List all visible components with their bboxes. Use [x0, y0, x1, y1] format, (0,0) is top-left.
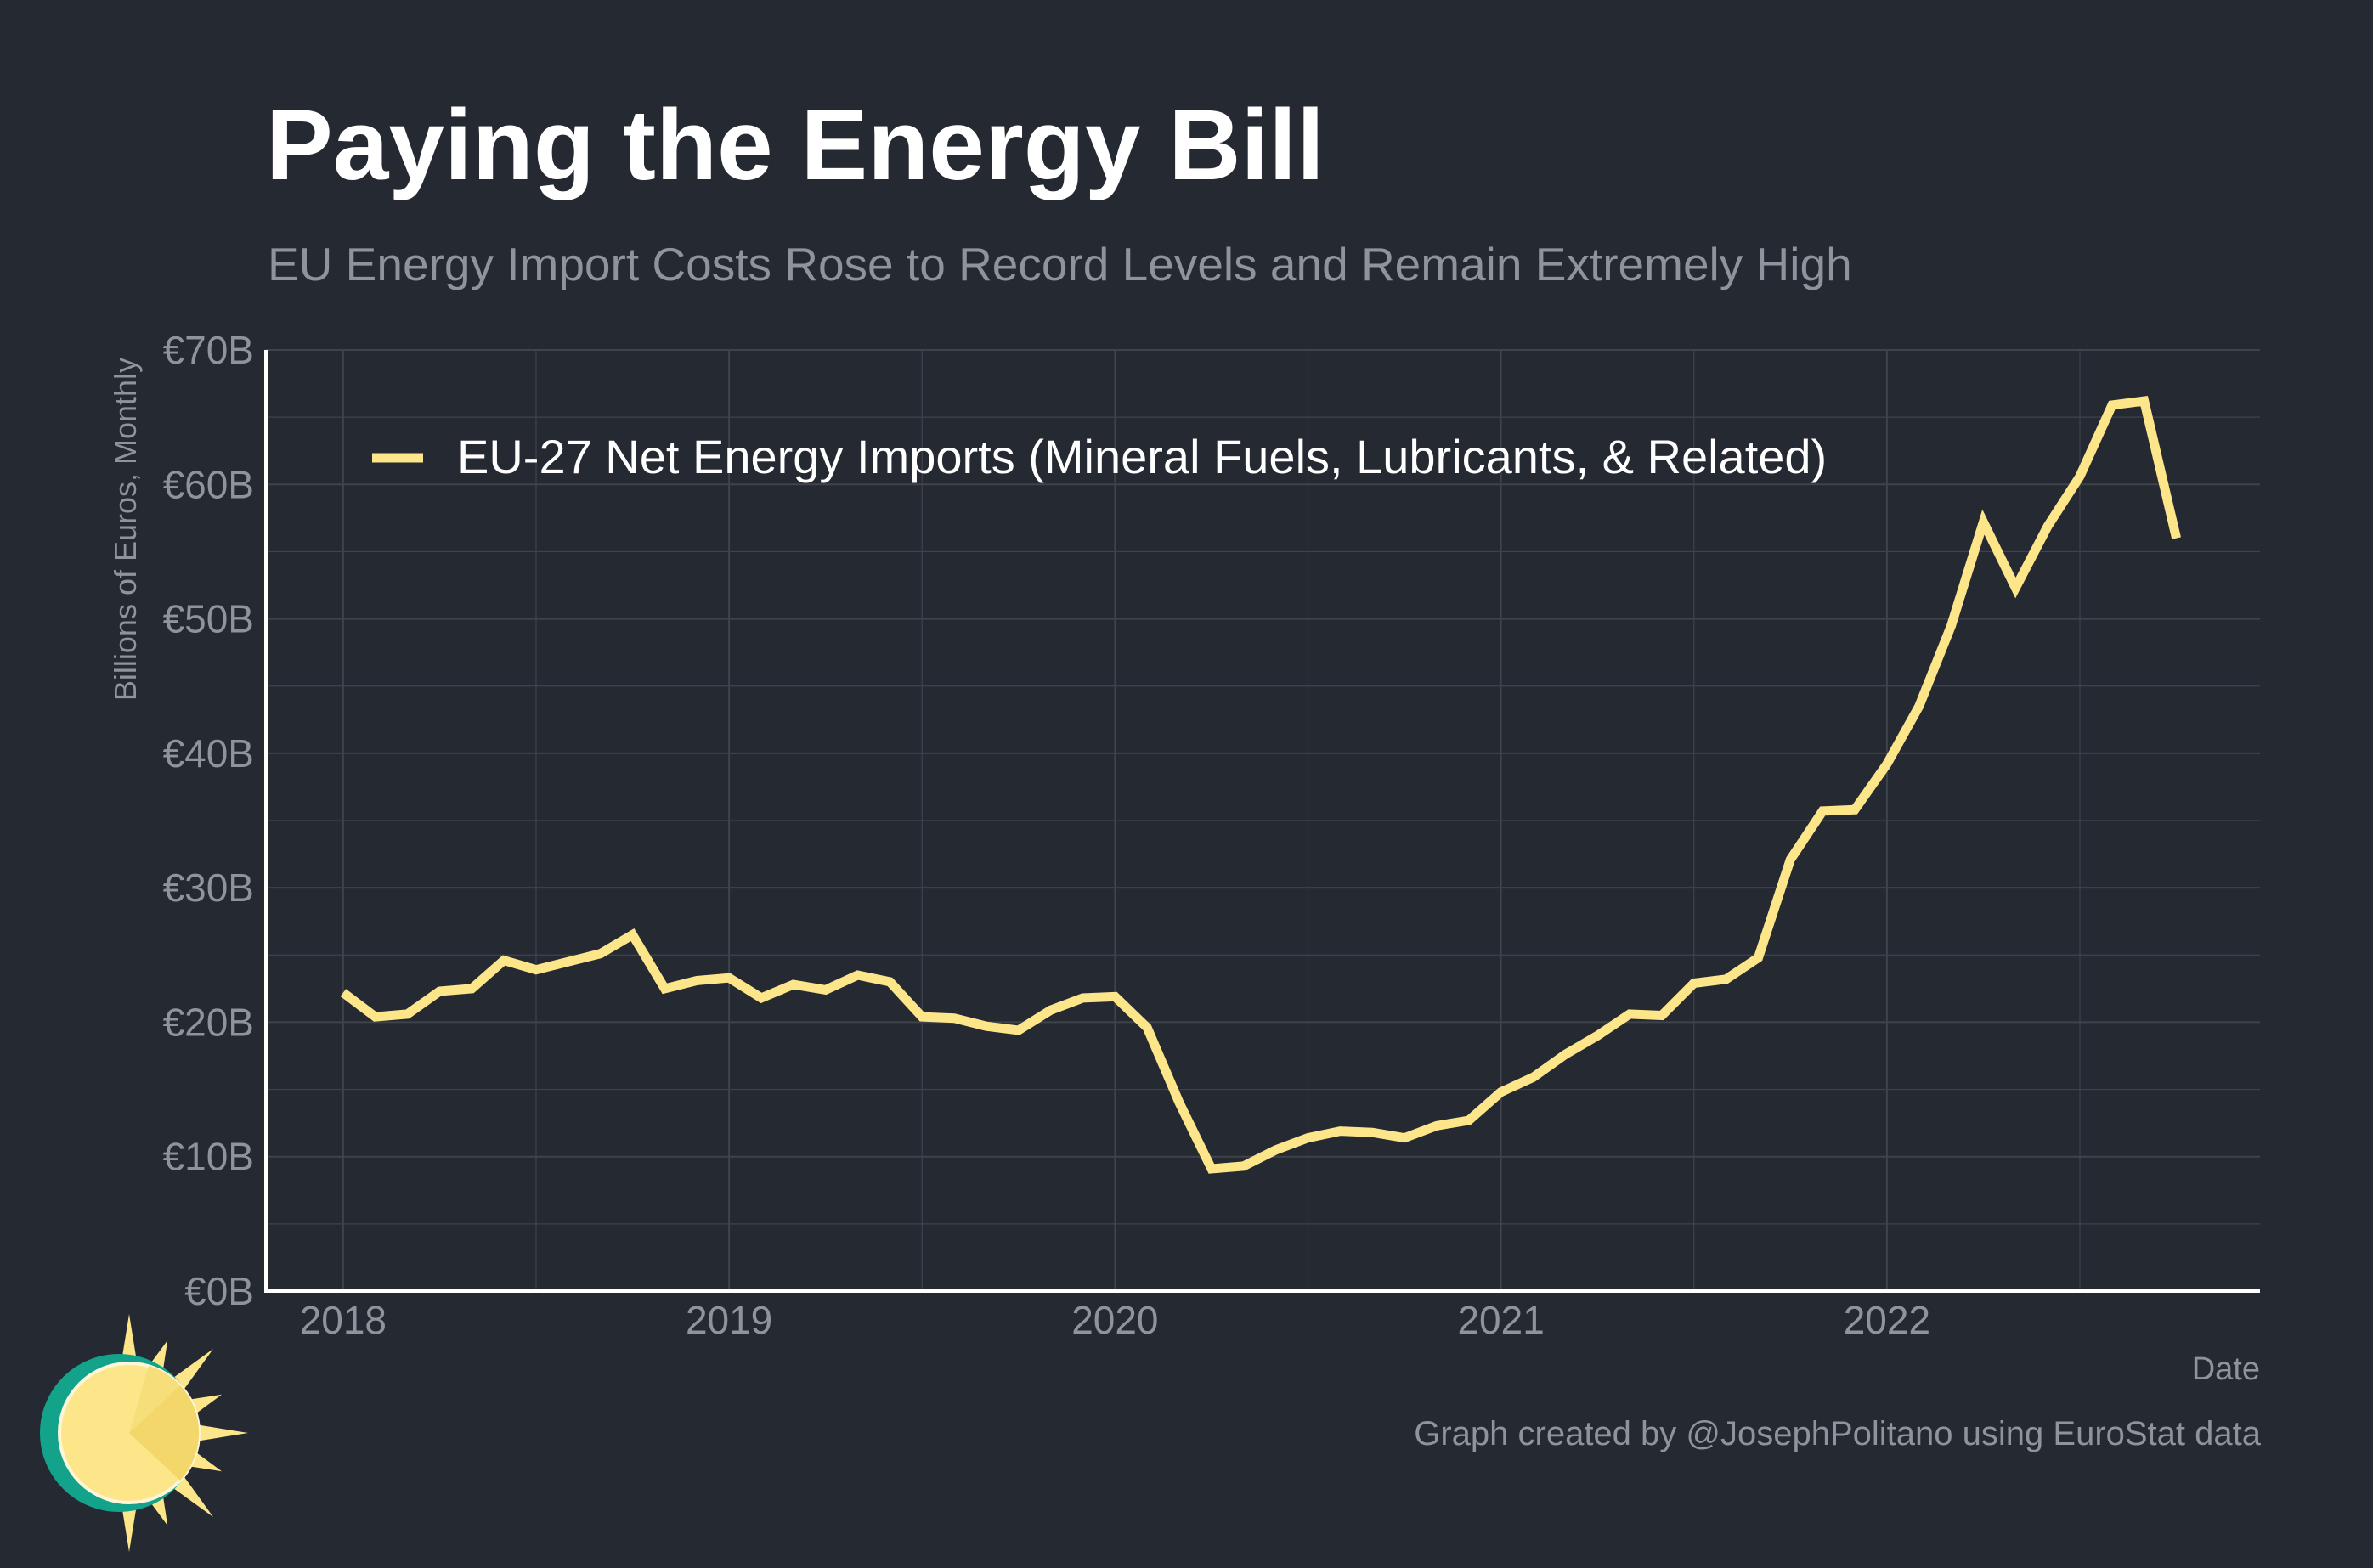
legend: EU-27 Net Energy Imports (Mineral Fuels,…	[372, 430, 1827, 483]
sun-ray	[169, 1349, 213, 1393]
axes	[264, 350, 2260, 1293]
series-line	[340, 396, 2181, 1174]
y-tick-label: €10B	[163, 1135, 254, 1179]
x-tick-label: 2021	[1457, 1298, 1544, 1342]
chart-subtitle: EU Energy Import Costs Rose to Record Le…	[268, 238, 1852, 290]
y-tick-label: €20B	[163, 1000, 254, 1044]
tick-labels: €0B €10B €20B €30B €40B €50B €60B €70B 2018 2019 2…	[163, 328, 1930, 1342]
x-axis-label: Date	[2192, 1351, 2260, 1387]
y-tick-label: €50B	[163, 597, 254, 641]
y-axis-label: Billions of Euros, Monthly	[108, 358, 143, 701]
y-tick-label: €70B	[163, 328, 254, 372]
grid-lines	[266, 349, 2260, 1291]
y-tick-label: €40B	[163, 731, 254, 776]
x-tick-label: 2019	[686, 1298, 772, 1342]
sun-face-shade	[129, 1385, 200, 1481]
chart-title: Paying the Energy Bill	[266, 89, 1325, 201]
sun-ray	[169, 1473, 213, 1517]
x-tick-label: 2022	[1844, 1298, 1930, 1342]
y-tick-label: €30B	[163, 866, 254, 910]
sun-ray	[120, 1314, 138, 1368]
sun-rays	[120, 1314, 248, 1552]
legend-label: EU-27 Net Energy Imports (Mineral Fuels,…	[457, 430, 1827, 483]
sun-ray	[120, 1498, 138, 1552]
y-tick-label: €60B	[163, 462, 254, 506]
y-tick-label: €0B	[184, 1269, 254, 1313]
x-tick-label: 2020	[1071, 1298, 1158, 1342]
sun-face-shade-2	[129, 1366, 180, 1433]
sun-ray	[195, 1424, 248, 1442]
x-tick-label: 2018	[300, 1298, 387, 1342]
series	[340, 396, 2181, 1174]
sun-logo-icon	[40, 1314, 248, 1552]
source-credit: Graph created by @JosephPolitano using E…	[1414, 1415, 2261, 1452]
